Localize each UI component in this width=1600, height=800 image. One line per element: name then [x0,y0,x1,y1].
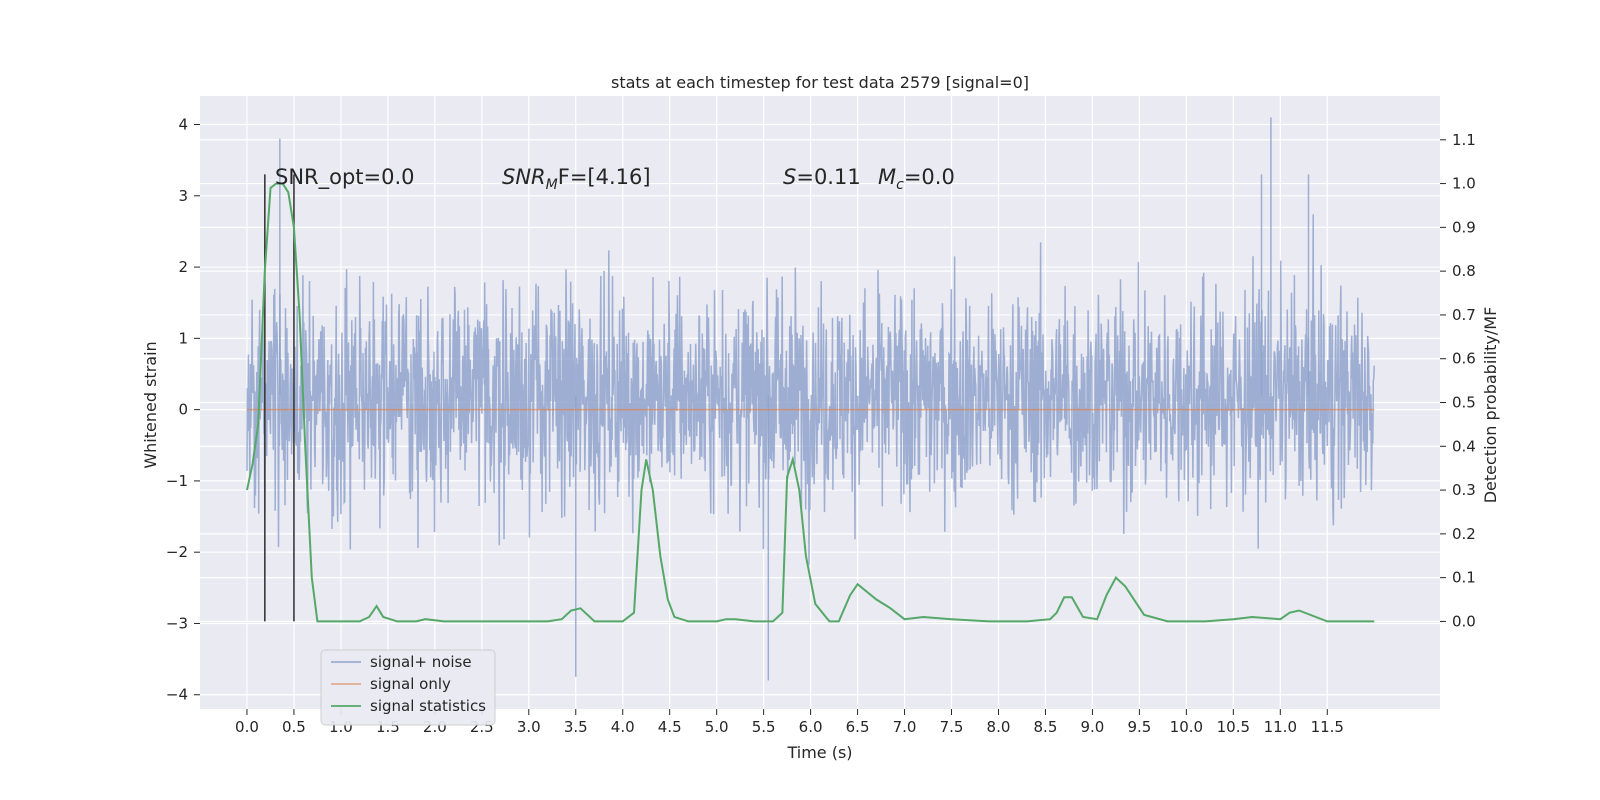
annotation-mc-var: M [878,165,896,189]
y-tick-label: 0 [178,401,188,419]
y-right-tick-label: 1.1 [1452,131,1476,149]
y-right-tick-label: 1.0 [1452,175,1476,193]
x-tick-label: 5.0 [705,718,729,736]
y-right-tick-label: 0.8 [1452,262,1476,280]
y-right-tick-label: 0.9 [1452,218,1476,236]
annotation-s-var: S [783,165,796,189]
x-tick-label: 3.5 [564,718,588,736]
y-tick-label: 2 [178,258,188,276]
line-series [246,174,1375,623]
noise-series [246,117,1375,681]
x-tick-label: 10.5 [1217,718,1250,736]
legend-label-signal-statistics: signal statistics [370,697,486,715]
x-tick-label: 7.5 [940,718,964,736]
y-tick-label: −3 [166,614,188,632]
annotation-snr-opt: SNR_opt=0.0 [275,165,415,190]
y-tick-label: 4 [178,116,188,134]
x-tick-label: 7.0 [893,718,917,736]
y-tick-label: 1 [178,329,188,347]
x-tick-label: 8.5 [1034,718,1058,736]
x-axis-label: Time (s) [786,743,852,762]
x-tick-label: 9.0 [1080,718,1104,736]
x-tick-label: 0.5 [282,718,306,736]
x-tick-label: 8.0 [987,718,1011,736]
y-right-tick-label: 0.6 [1452,350,1476,368]
annotation-snr-mf-rest: F=[4.16] [558,165,651,189]
x-tick-label: 10.0 [1170,718,1203,736]
x-tick-label: 3.0 [517,718,541,736]
legend-label-signal-noise: signal+ noise [370,653,472,671]
legend: signal+ noise signal only signal statist… [320,649,496,726]
annotation-snr-mf-var: SNR [502,165,546,189]
x-tick-label: 4.0 [611,718,635,736]
y-right-tick-label: 0.7 [1452,306,1476,324]
annotation-mc-rest: =0.0 [904,165,955,189]
y-right-tick-label: 0.5 [1452,394,1476,412]
y-axis-left: 4 3 2 1 0 −1 −2 −3 −4 [166,116,200,704]
x-tick-label: 11.0 [1264,718,1297,736]
y-right-tick-label: 0.0 [1452,612,1476,630]
annotation-snr-mf-sub: M [546,177,558,193]
x-axis: 0.0 0.5 1.0 1.5 2.0 2.5 3.0 3.5 4.0 4.5 5.0 5.5 6.0 6… [235,709,1344,736]
y-axis-right: 1.1 1.0 0.9 0.8 0.7 0.6 0.5 0.4 0.3 0.2 0.1 0.0 [1440,131,1476,630]
y-right-tick-label: 0.2 [1452,525,1476,543]
legend-box [320,649,496,726]
annotation-mc: Mc=0.0 [878,165,955,193]
annotation-s-rest: =0.11 [796,165,860,189]
y-tick-label: 3 [178,187,188,205]
y-tick-label: −4 [166,686,188,704]
chart-title: stats at each timestep for test data 257… [611,73,1029,92]
annotation-snr-mf: SNRMF=[4.16] [502,165,651,193]
y-right-tick-label: 0.4 [1452,437,1476,455]
signal-statistics-line [246,182,1375,623]
y-right-tick-label: 0.3 [1452,481,1476,499]
x-tick-label: 0.0 [235,718,259,736]
y-axis-label: Whitened strain [141,341,160,468]
y-tick-label: −2 [166,543,188,561]
x-tick-label: 6.0 [799,718,823,736]
x-tick-label: 11.5 [1311,718,1344,736]
y-right-tick-label: 0.1 [1452,569,1476,587]
legend-label-signal-only: signal only [370,675,451,693]
y-tick-label: −1 [166,472,188,490]
annotation-mc-sub: c [896,177,904,193]
signal-noise-line [246,214,1375,565]
x-tick-label: 6.5 [846,718,870,736]
x-tick-label: 9.5 [1127,718,1151,736]
annotation-s: S=0.11 [783,165,861,189]
y-axis-right-label: Detection probability/MF [1481,307,1500,504]
x-tick-label: 4.5 [658,718,682,736]
x-tick-label: 5.5 [752,718,776,736]
